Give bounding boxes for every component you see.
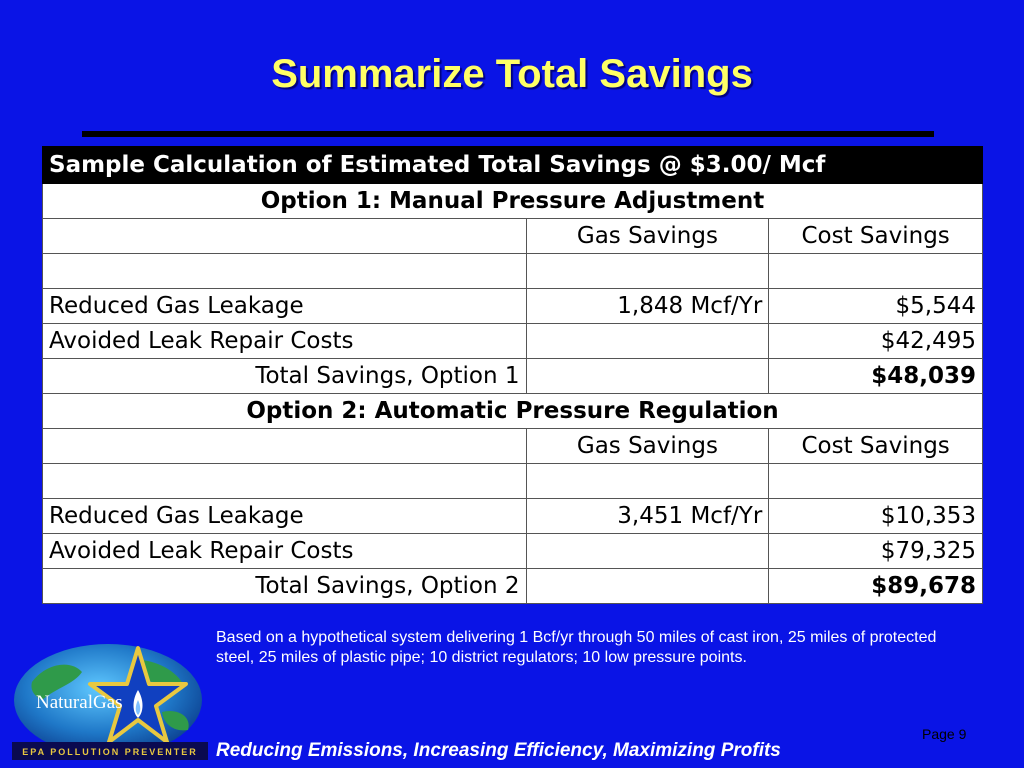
savings-table: Sample Calculation of Estimated Total Sa… [42, 146, 983, 604]
empty-cell [525, 358, 770, 394]
slide-title: Summarize Total Savings [271, 52, 753, 96]
row-gas-savings [525, 323, 770, 359]
title-divider [82, 131, 934, 137]
option2-title: Option 2: Automatic Pressure Regulation [42, 393, 983, 429]
option1-column-header-row: Gas Savings Cost Savings [42, 218, 983, 254]
row-gas-savings: 1,848 Mcf/Yr [525, 288, 770, 324]
empty-cell [525, 253, 770, 289]
option1-col-cost: Cost Savings [768, 218, 983, 254]
table-row: Avoided Leak Repair Costs $79,325 [42, 533, 983, 569]
empty-cell [525, 463, 770, 499]
empty-cell [42, 218, 527, 254]
option2-title-row: Option 2: Automatic Pressure Regulation [42, 393, 983, 429]
row-label: Avoided Leak Repair Costs [42, 533, 527, 569]
slide-footer: Reducing Emissions, Increasing Efficienc… [216, 740, 781, 761]
row-cost-savings: $5,544 [768, 288, 983, 324]
table-header: Sample Calculation of Estimated Total Sa… [42, 146, 983, 184]
row-cost-savings: $10,353 [768, 498, 983, 534]
option1-title: Option 1: Manual Pressure Adjustment [42, 183, 983, 219]
option1-total-label: Total Savings, Option 1 [42, 358, 527, 394]
table-header-row: Sample Calculation of Estimated Total Sa… [42, 146, 983, 184]
option1-spacer-row [42, 253, 983, 289]
option2-total-value: $89,678 [768, 568, 983, 604]
empty-cell [768, 463, 983, 499]
natural-gas-logo: NaturalGas EPA POLLUTION PREVENTER [12, 644, 208, 760]
option1-col-gas: Gas Savings [525, 218, 770, 254]
globe-star-flame-icon [14, 644, 202, 756]
option2-column-header-row: Gas Savings Cost Savings [42, 428, 983, 464]
table-row: Reduced Gas Leakage 3,451 Mcf/Yr $10,353 [42, 498, 983, 534]
option2-col-gas: Gas Savings [525, 428, 770, 464]
empty-cell [42, 463, 527, 499]
row-label: Avoided Leak Repair Costs [42, 323, 527, 359]
table-row: Reduced Gas Leakage 1,848 Mcf/Yr $5,544 [42, 288, 983, 324]
empty-cell [525, 568, 770, 604]
option2-total-label: Total Savings, Option 2 [42, 568, 527, 604]
logo-tagline: EPA POLLUTION PREVENTER [22, 747, 198, 757]
option2-col-cost: Cost Savings [768, 428, 983, 464]
option1-title-row: Option 1: Manual Pressure Adjustment [42, 183, 983, 219]
option2-spacer-row [42, 463, 983, 499]
row-cost-savings: $42,495 [768, 323, 983, 359]
option2-total-row: Total Savings, Option 2 $89,678 [42, 568, 983, 604]
option1-total-row: Total Savings, Option 1 $48,039 [42, 358, 983, 394]
table-row: Avoided Leak Repair Costs $42,495 [42, 323, 983, 359]
row-gas-savings [525, 533, 770, 569]
empty-cell [768, 253, 983, 289]
logo-name: NaturalGas [36, 692, 123, 713]
page-number: Page 9 [922, 726, 967, 742]
row-gas-savings: 3,451 Mcf/Yr [525, 498, 770, 534]
empty-cell [42, 428, 527, 464]
empty-cell [42, 253, 527, 289]
row-label: Reduced Gas Leakage [42, 498, 527, 534]
footnote: Based on a hypothetical system deliverin… [216, 629, 937, 666]
row-cost-savings: $79,325 [768, 533, 983, 569]
row-label: Reduced Gas Leakage [42, 288, 527, 324]
option1-total-value: $48,039 [768, 358, 983, 394]
